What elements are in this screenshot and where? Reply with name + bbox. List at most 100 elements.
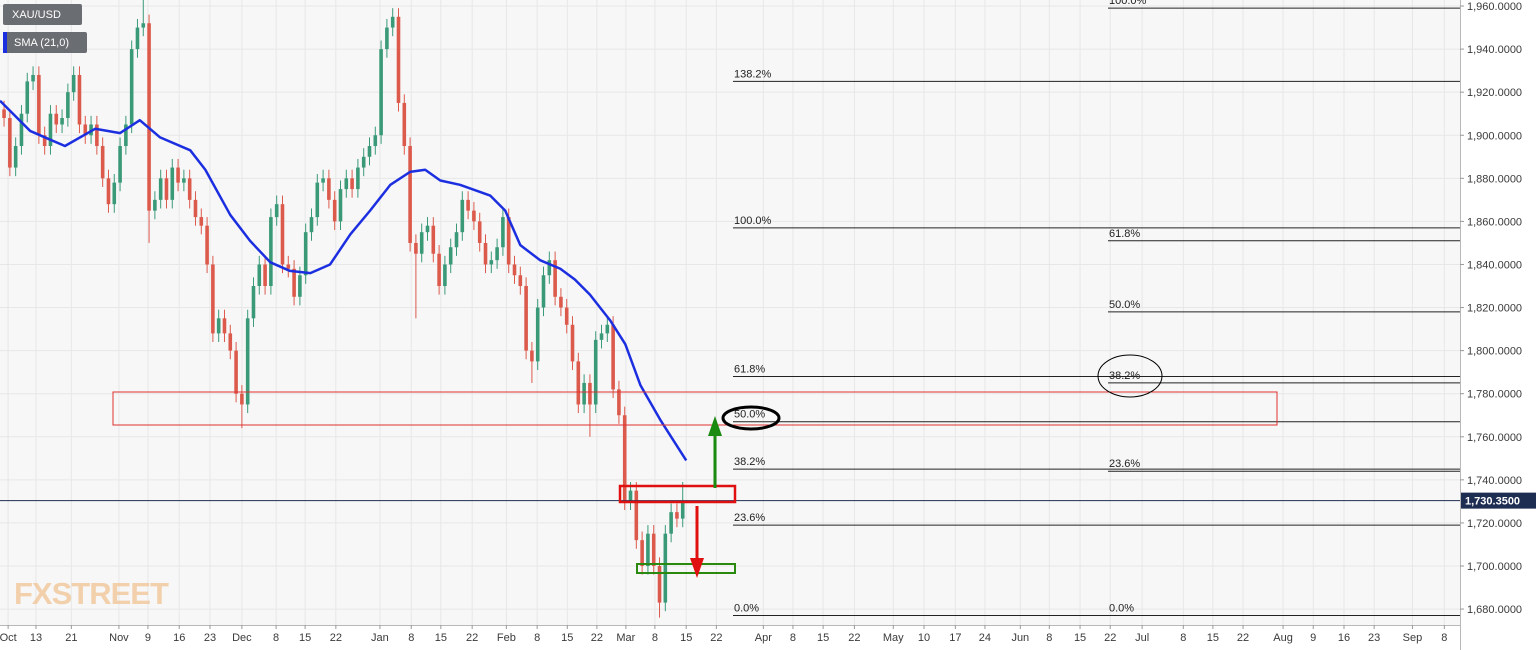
candle-body [327, 178, 331, 200]
candle-body [298, 275, 302, 297]
x-tick-label: 22 [710, 632, 722, 644]
candle-body [176, 167, 180, 183]
x-tick-label: 8 [652, 632, 658, 644]
x-tick-label: May [883, 632, 904, 644]
candle-body [350, 178, 354, 190]
candle-body [31, 74, 35, 82]
candle-body [321, 178, 325, 183]
candle-body [396, 16, 401, 103]
candle-body [129, 49, 134, 125]
legend-box [3, 4, 82, 25]
candle-body [205, 225, 209, 265]
candle-body [501, 217, 505, 248]
candle-body [535, 307, 540, 362]
x-tick-label: 9 [1310, 632, 1316, 644]
fib-label: 23.6% [734, 512, 765, 524]
y-tick-label: 1,740.0000 [1467, 475, 1522, 487]
legend-box [3, 32, 87, 53]
x-tick-label: 17 [949, 632, 961, 644]
candle-body [332, 199, 337, 222]
candle-body [147, 23, 151, 211]
candle-body [443, 264, 447, 287]
candle-body [222, 318, 227, 334]
candle-body [71, 74, 76, 93]
x-tick-label: 15 [1074, 632, 1086, 644]
candle-body [199, 217, 204, 226]
fib-label: 38.2% [1109, 370, 1140, 382]
x-tick-label: Jul [1135, 632, 1149, 644]
candle-body [477, 221, 482, 243]
candle-body [13, 146, 18, 168]
candle-body [466, 199, 470, 211]
fib-label: 50.0% [1109, 299, 1140, 311]
x-tick-label: 23 [204, 632, 216, 644]
x-tick-label: Apr [755, 632, 772, 644]
candle-body [675, 512, 679, 519]
y-tick-label: 1,880.0000 [1467, 173, 1522, 185]
x-tick-label: 8 [1180, 632, 1186, 644]
supply-box [618, 484, 737, 504]
candle-body [460, 199, 465, 233]
candle-body [495, 247, 499, 261]
fib-label: 138.2% [734, 68, 772, 80]
y-tick-label: 1,940.0000 [1467, 44, 1522, 56]
candle-body [158, 178, 163, 200]
y-tick-label: 1,720.0000 [1467, 518, 1522, 530]
candle-body [472, 210, 476, 222]
candle-body [54, 113, 59, 125]
fib-label: 23.6% [1109, 458, 1140, 470]
candle-body [379, 49, 383, 136]
candle-body [234, 350, 238, 394]
y-tick-label: 1,680.0000 [1467, 604, 1522, 616]
candle-body [286, 264, 291, 269]
candle-body [564, 307, 569, 325]
candle-body [112, 182, 117, 205]
x-tick-label: 22 [848, 632, 860, 644]
x-tick-label: Dec [232, 632, 252, 644]
candle-body [431, 225, 436, 254]
watermark: FXSTREET [14, 576, 169, 611]
candle-body [8, 118, 12, 168]
candle-body [454, 232, 459, 248]
candle-body [118, 146, 122, 183]
candle-body [570, 324, 575, 362]
candle-body [251, 286, 256, 319]
x-tick-label: 22 [591, 632, 603, 644]
candle-body [588, 382, 592, 405]
candle-body [437, 253, 441, 287]
candle-body [419, 232, 424, 254]
y-tick-label: 1,840.0000 [1467, 259, 1522, 271]
legend-label: XAU/USD [12, 9, 61, 21]
x-tick-label: 10 [918, 632, 930, 644]
fib-label: 100.0% [734, 215, 772, 227]
x-tick-label: 8 [790, 632, 796, 644]
candle-body [605, 324, 610, 334]
candle-body [77, 74, 82, 125]
grid [0, 0, 1460, 625]
x-tick-label: 13 [30, 632, 42, 644]
highlight-ellipse [1097, 354, 1163, 398]
candle-body [593, 339, 598, 405]
candle-body [611, 324, 615, 390]
candle-body [240, 393, 244, 405]
candle-body [153, 199, 157, 211]
y-tick-label: 1,780.0000 [1467, 389, 1522, 401]
x-tick-label: 22 [330, 632, 342, 644]
x-tick-label: Aug [1273, 632, 1293, 644]
plot-background [0, 0, 1460, 625]
fib-label: 0.0% [1109, 603, 1134, 615]
candle-body [228, 333, 233, 351]
x-tick-label: 15 [1207, 632, 1219, 644]
candle-body [141, 23, 146, 28]
candle-body [651, 533, 656, 566]
candle-body [402, 102, 407, 147]
x-tick-label: 21 [65, 632, 77, 644]
candle-body [292, 268, 296, 297]
y-tick-label: 1,920.0000 [1467, 87, 1522, 99]
candle-body [356, 167, 360, 190]
candle-body [37, 74, 41, 136]
x-tick-label: 22 [466, 632, 478, 644]
highlight-ellipse [721, 405, 781, 431]
x-tick-label: 16 [173, 632, 185, 644]
